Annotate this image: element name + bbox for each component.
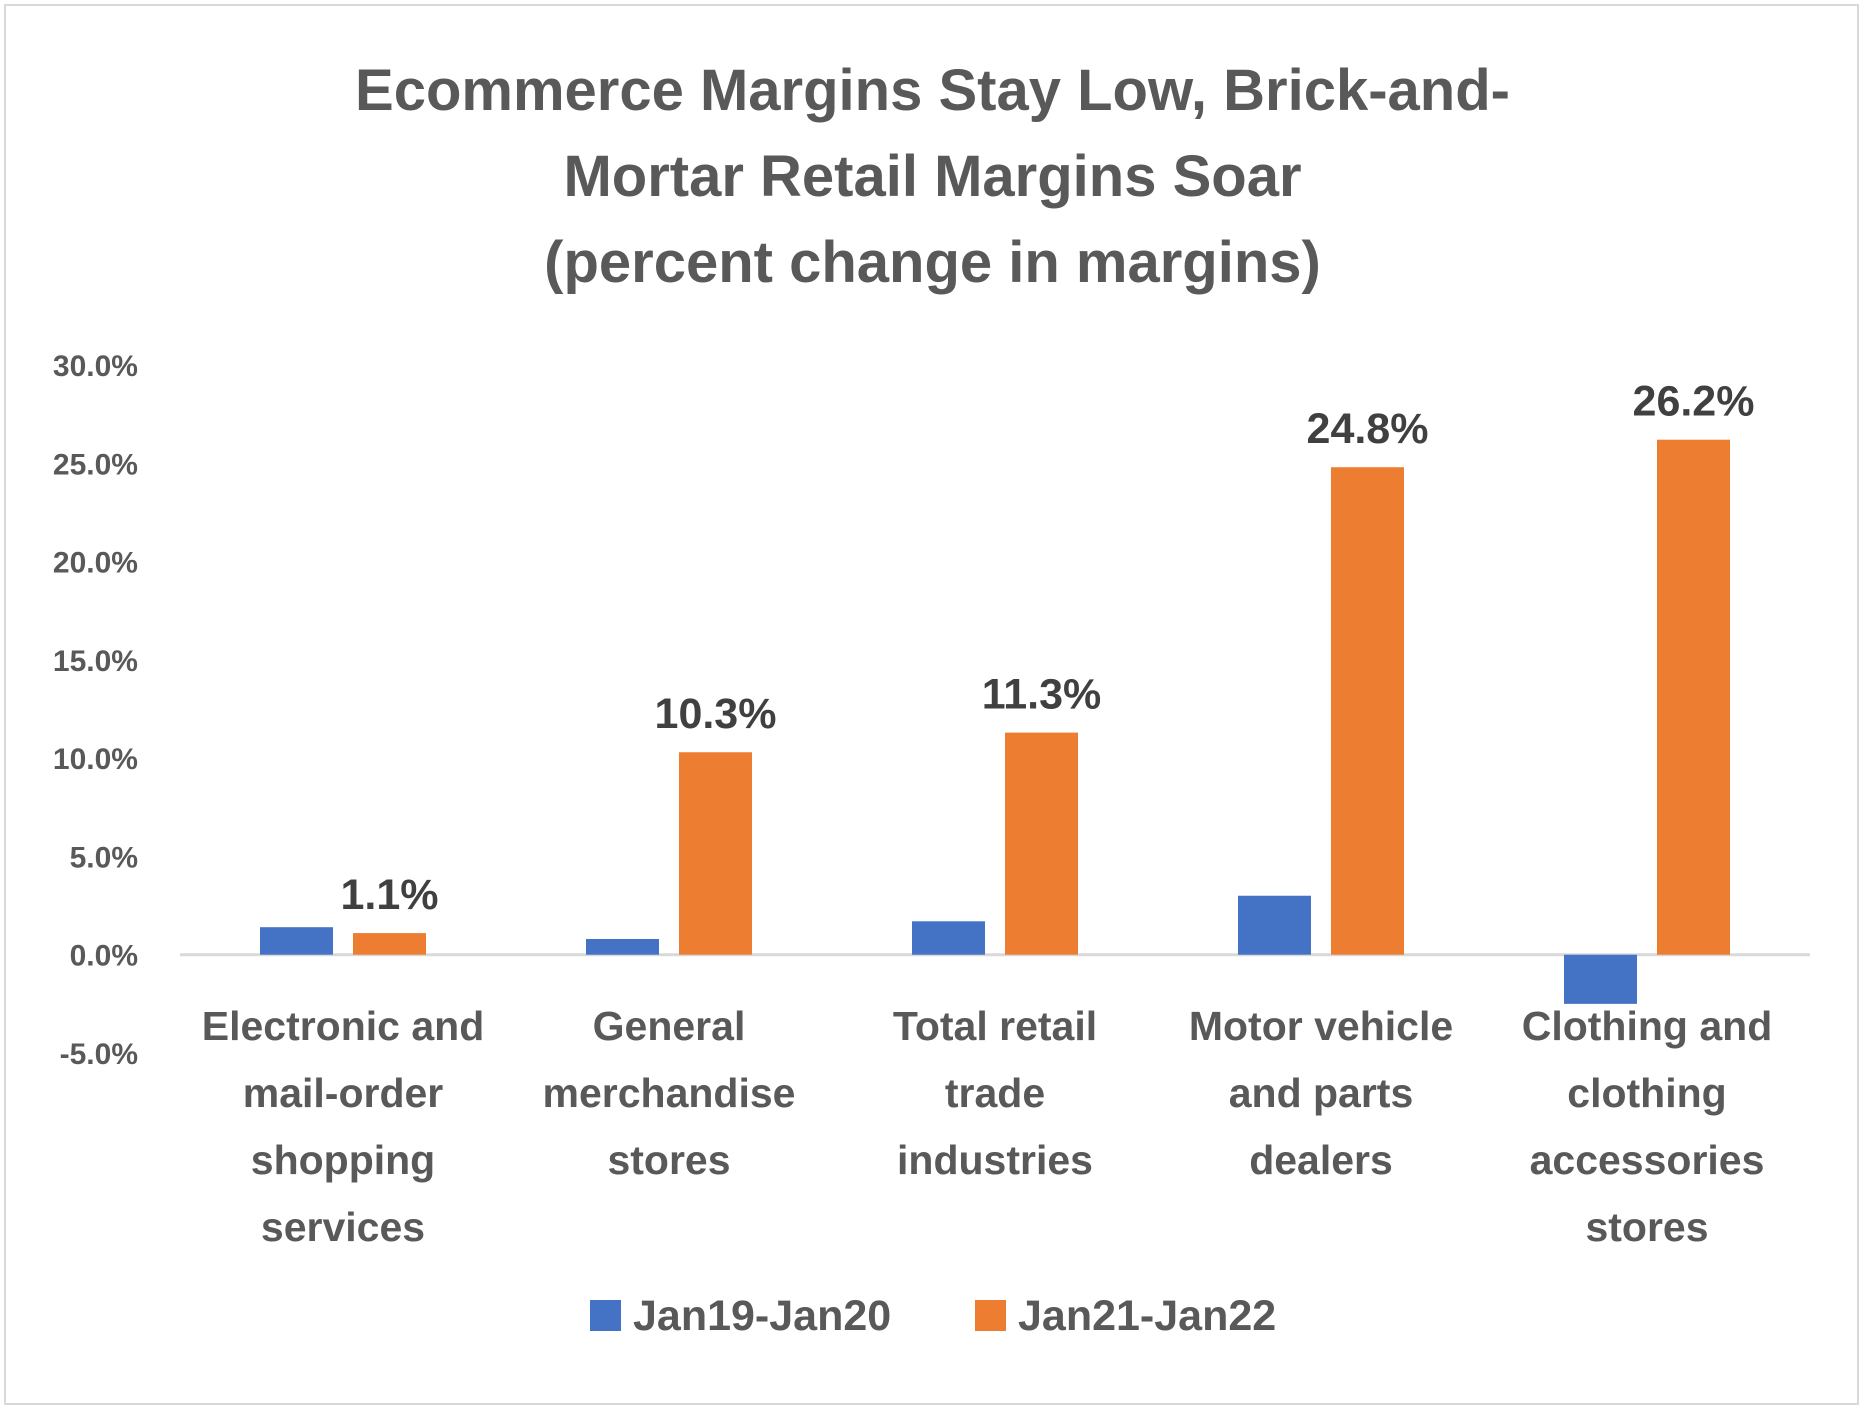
x-tick-label: dealers bbox=[1249, 1137, 1393, 1183]
x-tick-label: Motor vehicle bbox=[1189, 1003, 1453, 1049]
x-tick-label: Electronic and bbox=[202, 1003, 485, 1049]
data-label: 26.2% bbox=[1633, 378, 1755, 426]
y-tick-label: 10.0% bbox=[53, 743, 138, 776]
x-tick-label: stores bbox=[607, 1137, 730, 1183]
data-label: 10.3% bbox=[655, 690, 777, 738]
x-tick-label: trade bbox=[945, 1070, 1045, 1116]
x-tick-label: industries bbox=[897, 1137, 1093, 1183]
bar-series2 bbox=[1331, 467, 1404, 955]
data-label: 1.1% bbox=[340, 871, 438, 919]
bar-series2 bbox=[1657, 439, 1730, 955]
y-tick-label: 25.0% bbox=[53, 448, 138, 481]
y-tick-label: 5.0% bbox=[70, 841, 138, 874]
bar-series1 bbox=[260, 927, 333, 955]
x-tick-label: and parts bbox=[1229, 1070, 1414, 1116]
x-tick-label: stores bbox=[1585, 1204, 1708, 1250]
bar-series2 bbox=[1005, 732, 1078, 955]
legend-swatch bbox=[975, 1300, 1006, 1331]
bar-series1 bbox=[1238, 895, 1311, 955]
x-tick-label: shopping bbox=[251, 1137, 435, 1183]
x-tick-label: clothing bbox=[1567, 1070, 1726, 1116]
bar-series1 bbox=[912, 921, 985, 955]
legend-label: Jan19-Jan20 bbox=[633, 1292, 891, 1340]
y-tick-label: 15.0% bbox=[53, 645, 138, 678]
x-tick-label: mail-order bbox=[243, 1070, 444, 1116]
data-label: 11.3% bbox=[982, 671, 1102, 719]
x-tick-label: Total retail bbox=[893, 1003, 1097, 1049]
x-tick-label: merchandise bbox=[543, 1070, 796, 1116]
x-tick-label: services bbox=[261, 1204, 425, 1250]
y-tick-label: -5.0% bbox=[60, 1038, 138, 1071]
x-tick-label: Clothing and bbox=[1522, 1003, 1773, 1049]
legend-swatch bbox=[590, 1300, 621, 1331]
bar-series1 bbox=[586, 938, 659, 955]
bar-series1 bbox=[1564, 954, 1637, 1004]
chart-frame bbox=[4, 4, 1859, 1405]
chart-title: Ecommerce Margins Stay Low, Brick-and- M… bbox=[355, 58, 1510, 295]
legend-label: Jan21-Jan22 bbox=[1018, 1292, 1276, 1340]
bar-series2 bbox=[353, 933, 426, 955]
x-tick-label: General bbox=[593, 1003, 746, 1049]
data-label: 24.8% bbox=[1307, 405, 1429, 453]
y-tick-label: 20.0% bbox=[53, 547, 138, 580]
y-tick-label: 0.0% bbox=[70, 940, 138, 973]
x-tick-label: accessories bbox=[1530, 1137, 1765, 1183]
bar-series2 bbox=[679, 752, 752, 955]
y-tick-label: 30.0% bbox=[53, 350, 138, 383]
